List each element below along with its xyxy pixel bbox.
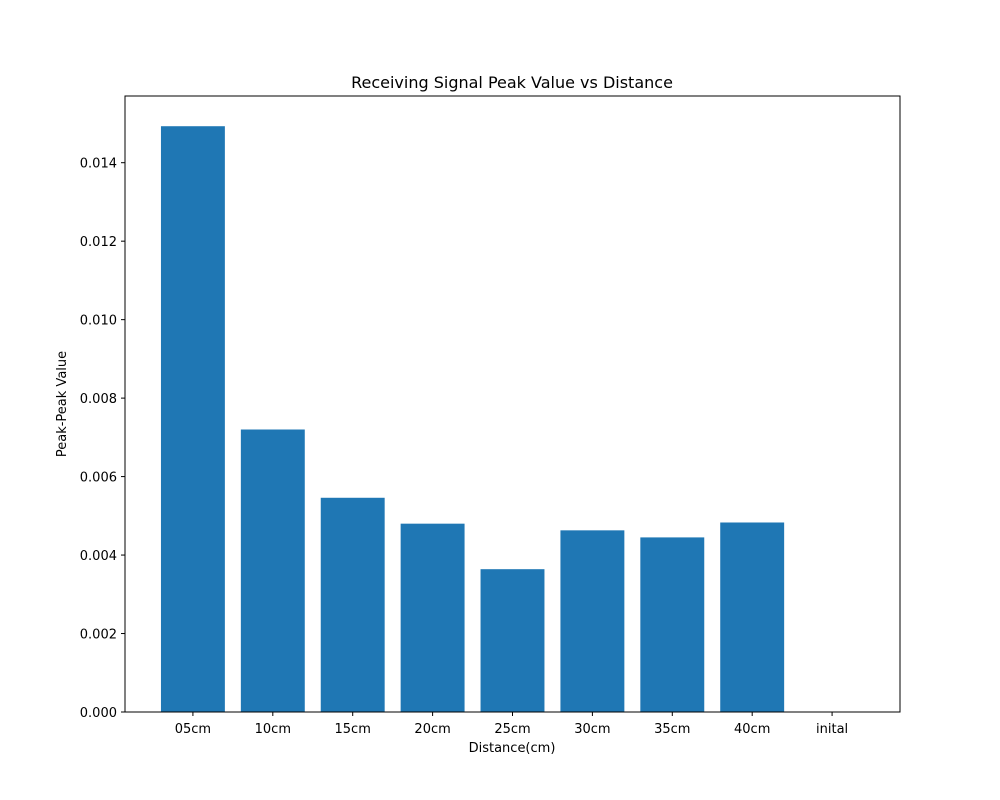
y-tick-label: 0.014 <box>80 157 117 172</box>
bars-group <box>160 126 785 712</box>
x-tick-label: 10cm <box>255 722 291 737</box>
y-axis-label: Peak-Peak Value <box>55 351 70 457</box>
y-tick-label: 0.006 <box>80 471 117 486</box>
x-tick-label: 15cm <box>335 722 371 737</box>
y-tick-label: 0.002 <box>80 628 117 643</box>
bar-30cm <box>560 530 625 712</box>
y-axis-ticks: 0.000 0.002 0.004 0.006 0.008 0.010 0.012 0.014 <box>80 157 125 721</box>
y-tick-label: 0.004 <box>80 549 117 564</box>
y-tick-label: 0.010 <box>80 314 117 329</box>
x-tick-label: 20cm <box>414 722 450 737</box>
bar-40cm <box>720 522 785 712</box>
chart-title: Receiving Signal Peak Value vs Distance <box>351 73 673 92</box>
y-tick-label: 0.008 <box>80 392 117 407</box>
bar-10cm <box>240 429 305 712</box>
x-tick-label: inital <box>816 722 848 737</box>
bar-35cm <box>640 537 705 712</box>
x-axis-ticks: 05cm 10cm 15cm 20cm 25cm 30cm 35cm 40cm inital <box>175 712 848 737</box>
bar-25cm <box>480 569 545 712</box>
x-tick-label: 35cm <box>654 722 690 737</box>
y-tick-label: 0.000 <box>80 706 117 721</box>
x-tick-label: 30cm <box>574 722 610 737</box>
bar-15cm <box>320 497 385 712</box>
x-tick-label: 05cm <box>175 722 211 737</box>
bar-20cm <box>400 523 465 712</box>
x-axis-label: Distance(cm) <box>469 741 556 756</box>
x-tick-label: 40cm <box>734 722 770 737</box>
bar-05cm <box>160 126 225 712</box>
y-tick-label: 0.012 <box>80 235 117 250</box>
x-tick-label: 25cm <box>494 722 530 737</box>
